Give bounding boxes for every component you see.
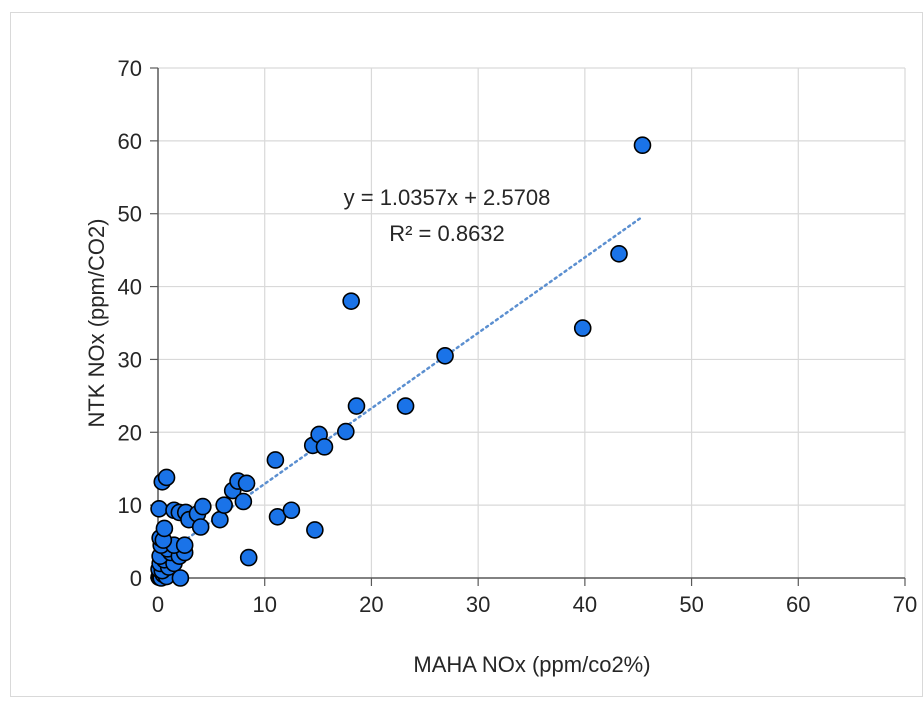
data-point: [234, 492, 253, 511]
x-tick-label: 40: [573, 592, 597, 617]
y-tick-label: 70: [118, 56, 142, 81]
x-tick-label: 20: [359, 592, 383, 617]
data-point: [342, 292, 360, 310]
x-tick-label: 10: [252, 592, 276, 617]
y-tick-label: 60: [118, 129, 142, 154]
data-point: [191, 518, 210, 536]
data-point: [396, 397, 415, 415]
data-points: [150, 136, 652, 587]
data-point: [633, 136, 652, 155]
data-point: [194, 497, 212, 516]
x-tick-label: 60: [786, 592, 810, 617]
data-point: [315, 438, 334, 456]
y-axis-label: NTK NOx (ppm/CO2): [84, 218, 109, 427]
y-tick-label: 0: [130, 566, 142, 591]
x-tick-labels: 0 10 20 30 40 50 60 70: [152, 592, 917, 617]
y-tick-label: 20: [118, 420, 142, 445]
gridlines: [158, 67, 906, 578]
axes: [150, 67, 906, 586]
data-point: [175, 536, 194, 555]
y-tick-label: 40: [118, 275, 142, 300]
data-point: [155, 519, 174, 538]
data-point: [150, 499, 168, 518]
x-axis-label: MAHA NOx (ppm/co2%): [413, 652, 650, 677]
data-point: [610, 244, 628, 263]
y-tick-label: 30: [118, 347, 142, 372]
data-point: [347, 397, 366, 415]
data-point: [211, 510, 229, 529]
x-tick-label: 0: [152, 592, 164, 617]
data-point: [436, 346, 454, 365]
data-point: [573, 319, 592, 337]
data-point: [215, 496, 233, 514]
data-point: [337, 422, 355, 441]
x-tick-label: 70: [893, 592, 917, 617]
data-point: [306, 521, 324, 539]
y-tick-label: 10: [118, 493, 142, 518]
y-tick-labels: 0 10 20 30 40 50 60 70: [118, 56, 142, 591]
y-tick-label: 50: [118, 202, 142, 227]
x-tick-label: 30: [466, 592, 490, 617]
data-point: [266, 451, 285, 469]
x-tick-label: 50: [679, 592, 703, 617]
data-point: [237, 474, 256, 493]
data-point: [268, 507, 287, 526]
trendline-r-squared: R² = 0.8632: [389, 221, 505, 246]
trendline-equation: y = 1.0357x + 2.5708: [344, 185, 551, 210]
data-point: [239, 548, 258, 567]
data-point: [171, 569, 190, 587]
data-point: [157, 468, 176, 487]
data-point: [282, 501, 301, 520]
